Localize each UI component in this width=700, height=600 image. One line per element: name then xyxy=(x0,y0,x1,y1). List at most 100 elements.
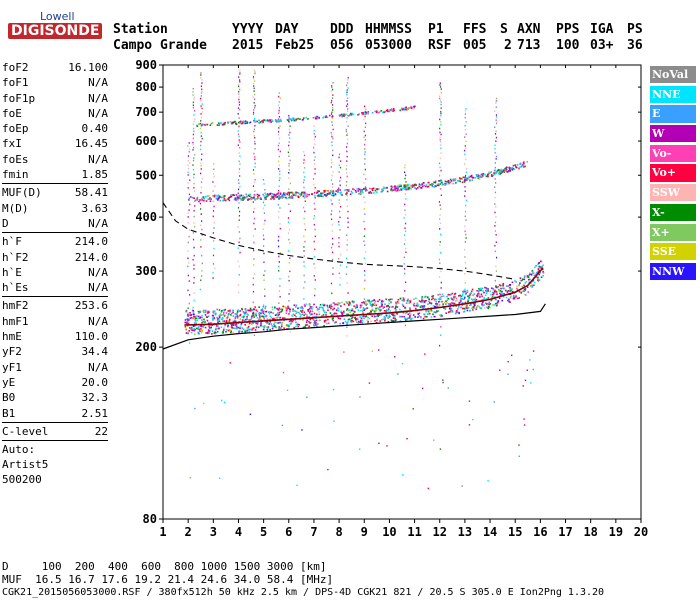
echo-point xyxy=(511,166,513,169)
echo-point xyxy=(264,192,266,194)
echo-point xyxy=(278,317,281,319)
echo-point xyxy=(439,293,441,296)
echo-point xyxy=(279,295,281,298)
echo-point xyxy=(540,276,543,278)
echo-point xyxy=(487,302,489,305)
echo-point xyxy=(220,311,223,313)
echo-point xyxy=(253,119,255,122)
echo-point xyxy=(258,194,261,197)
echo-point xyxy=(250,318,252,321)
echo-point xyxy=(450,301,453,304)
echo-point xyxy=(204,320,206,323)
echo-point xyxy=(187,257,189,260)
echo-point xyxy=(377,307,379,310)
echo-point xyxy=(440,180,443,182)
echo-point xyxy=(323,321,326,323)
echo-point xyxy=(467,295,470,298)
echo-point xyxy=(264,197,266,199)
echo-point xyxy=(360,317,363,320)
echo-point xyxy=(479,176,481,178)
echo-point xyxy=(341,114,343,117)
echo-point xyxy=(330,189,332,192)
echo-point xyxy=(375,315,378,317)
echo-point xyxy=(385,298,387,301)
echo-point xyxy=(318,319,321,322)
echo-point xyxy=(533,284,535,287)
echo-point xyxy=(303,223,306,225)
echo-point xyxy=(246,195,248,198)
echo-point xyxy=(346,164,348,167)
echo-point xyxy=(364,168,366,171)
echo-point xyxy=(495,170,498,173)
echo-point xyxy=(193,96,195,99)
echo-point xyxy=(493,401,495,403)
echo-point xyxy=(242,199,244,201)
echo-point xyxy=(252,201,254,203)
echo-point xyxy=(261,319,264,322)
echo-point xyxy=(193,276,195,279)
echo-point xyxy=(225,199,228,201)
echo-point xyxy=(238,93,240,95)
echo-point xyxy=(460,300,462,302)
echo-point xyxy=(510,288,512,291)
echo-point xyxy=(348,301,351,303)
echo-point xyxy=(337,303,340,306)
echo-point xyxy=(528,282,531,284)
echo-point xyxy=(350,190,353,193)
echo-point xyxy=(399,315,401,318)
header-value-3: 056 xyxy=(330,38,354,53)
echo-point xyxy=(484,173,486,176)
echo-point xyxy=(400,185,403,188)
echo-point xyxy=(193,182,195,185)
echo-point xyxy=(295,304,298,307)
echo-point xyxy=(471,307,473,310)
echo-point xyxy=(264,119,266,122)
echo-point xyxy=(214,332,217,335)
echo-point xyxy=(406,108,408,111)
echo-point xyxy=(349,318,352,321)
echo-point xyxy=(368,192,371,194)
echo-point xyxy=(482,304,484,307)
echo-point xyxy=(201,111,203,113)
echo-point xyxy=(311,308,313,310)
echo-point xyxy=(515,281,518,283)
echo-point xyxy=(219,199,222,202)
echo-point xyxy=(233,121,236,123)
echo-point xyxy=(332,109,334,111)
echo-point xyxy=(198,328,200,331)
echo-point xyxy=(439,252,442,254)
echo-point xyxy=(440,208,442,210)
echo-point xyxy=(347,303,350,306)
echo-point xyxy=(404,317,406,320)
x-tick-label: 2 xyxy=(185,525,192,539)
echo-point xyxy=(244,312,246,314)
echo-point xyxy=(263,245,265,247)
echo-point xyxy=(273,325,276,327)
echo-point xyxy=(421,185,424,188)
echo-point xyxy=(441,182,444,185)
echo-point xyxy=(281,424,284,427)
echo-point xyxy=(391,110,394,113)
echo-point xyxy=(229,329,231,332)
echo-point xyxy=(288,279,290,282)
echo-point xyxy=(218,318,220,320)
echo-point xyxy=(534,273,537,276)
param-row: yF2 34.4 xyxy=(2,344,108,359)
echo-point xyxy=(342,115,345,117)
echo-point xyxy=(302,319,304,321)
echo-point xyxy=(296,311,298,314)
echo-point xyxy=(356,317,358,320)
echo-point xyxy=(235,199,238,201)
echo-point xyxy=(254,190,256,193)
echo-point xyxy=(350,113,353,115)
echo-point xyxy=(414,316,417,318)
echo-point xyxy=(292,308,294,311)
echo-point xyxy=(223,315,226,317)
echo-point xyxy=(509,167,511,170)
echo-point xyxy=(265,310,268,313)
echo-point xyxy=(532,272,534,275)
echo-point xyxy=(297,323,299,326)
echo-point xyxy=(480,295,483,297)
echo-point xyxy=(464,124,466,127)
x-tick-label: 16 xyxy=(533,525,547,539)
